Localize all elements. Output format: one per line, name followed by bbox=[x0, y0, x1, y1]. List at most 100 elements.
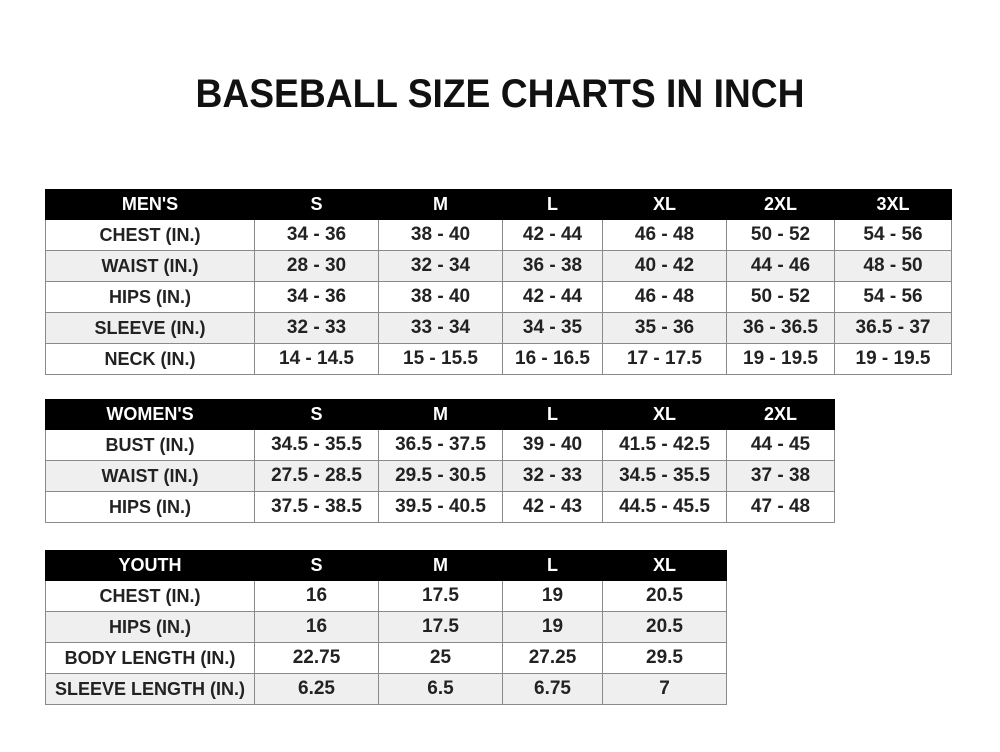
size-value: 38 - 40 bbox=[378, 281, 503, 313]
size-value: 44 - 45 bbox=[726, 429, 835, 461]
size-value: 41.5 - 42.5 bbox=[602, 429, 727, 461]
size-value: 50 - 52 bbox=[726, 281, 835, 313]
size-value: 34.5 - 35.5 bbox=[254, 429, 379, 461]
size-value: 17.5 bbox=[378, 611, 503, 643]
size-value: 54 - 56 bbox=[834, 219, 952, 251]
size-value: 19 - 19.5 bbox=[834, 343, 952, 375]
size-header: L bbox=[502, 189, 603, 220]
measurement-label: HIPS (IN.) bbox=[45, 611, 255, 643]
size-value: 32 - 33 bbox=[254, 312, 379, 344]
category-header: MEN'S bbox=[45, 189, 255, 220]
size-value: 27.5 - 28.5 bbox=[254, 460, 379, 492]
size-value: 20.5 bbox=[602, 611, 727, 643]
size-value: 20.5 bbox=[602, 580, 727, 612]
size-value: 35 - 36 bbox=[602, 312, 727, 344]
size-value: 39.5 - 40.5 bbox=[378, 491, 503, 523]
measurement-label: NECK (IN.) bbox=[45, 343, 255, 375]
measurement-label: SLEEVE LENGTH (IN.) bbox=[45, 673, 255, 705]
measurement-label: HIPS (IN.) bbox=[45, 281, 255, 313]
table-row: CHEST (IN.) 34 - 36 38 - 40 42 - 44 46 - 48 5… bbox=[45, 219, 952, 251]
size-value: 44.5 - 45.5 bbox=[602, 491, 727, 523]
youth-size-table: YOUTH S M L XL CHEST (IN.) 16 17.5 19 20.5 HIPS (I… bbox=[45, 550, 727, 705]
measurement-label: BODY LENGTH (IN.) bbox=[45, 642, 255, 674]
size-value: 19 bbox=[502, 611, 603, 643]
size-value: 22.75 bbox=[254, 642, 379, 674]
size-value: 47 - 48 bbox=[726, 491, 835, 523]
size-header: XL bbox=[602, 189, 727, 220]
size-value: 42 - 43 bbox=[502, 491, 603, 523]
size-header: L bbox=[502, 399, 603, 430]
size-header: S bbox=[254, 399, 379, 430]
size-value: 39 - 40 bbox=[502, 429, 603, 461]
size-header: 2XL bbox=[726, 399, 835, 430]
size-value: 50 - 52 bbox=[726, 219, 835, 251]
size-value: 17.5 bbox=[378, 580, 503, 612]
size-value: 42 - 44 bbox=[502, 281, 603, 313]
size-value: 36 - 36.5 bbox=[726, 312, 835, 344]
size-value: 14 - 14.5 bbox=[254, 343, 379, 375]
size-value: 54 - 56 bbox=[834, 281, 952, 313]
measurement-label: CHEST (IN.) bbox=[45, 580, 255, 612]
table-row: BUST (IN.) 34.5 - 35.5 36.5 - 37.5 39 - 40 4… bbox=[45, 429, 835, 461]
header-row: WOMEN'S S M L XL 2XL bbox=[45, 399, 835, 430]
measurement-label: SLEEVE (IN.) bbox=[45, 312, 255, 344]
table-row: HIPS (IN.) 16 17.5 19 20.5 bbox=[45, 611, 727, 643]
size-value: 19 bbox=[502, 580, 603, 612]
size-header: 2XL bbox=[726, 189, 835, 220]
category-header: WOMEN'S bbox=[45, 399, 255, 430]
table-row: NECK (IN.) 14 - 14.5 15 - 15.5 16 - 16.5 17 … bbox=[45, 343, 952, 375]
table-row: SLEEVE (IN.) 32 - 33 33 - 34 34 - 35 35 - 36… bbox=[45, 312, 952, 344]
size-value: 6.75 bbox=[502, 673, 603, 705]
size-value: 34 - 36 bbox=[254, 281, 379, 313]
table-row: HIPS (IN.) 34 - 36 38 - 40 42 - 44 46 - 48 50… bbox=[45, 281, 952, 313]
measurement-label: WAIST (IN.) bbox=[45, 460, 255, 492]
size-value: 44 - 46 bbox=[726, 250, 835, 282]
size-value: 27.25 bbox=[502, 642, 603, 674]
size-value: 42 - 44 bbox=[502, 219, 603, 251]
size-value: 17 - 17.5 bbox=[602, 343, 727, 375]
size-value: 34.5 - 35.5 bbox=[602, 460, 727, 492]
size-header: S bbox=[254, 550, 379, 581]
header-row: MEN'S S M L XL 2XL 3XL bbox=[45, 189, 952, 220]
measurement-label: WAIST (IN.) bbox=[45, 250, 255, 282]
size-value: 19 - 19.5 bbox=[726, 343, 835, 375]
size-value: 28 - 30 bbox=[254, 250, 379, 282]
size-value: 36 - 38 bbox=[502, 250, 603, 282]
size-value: 32 - 34 bbox=[378, 250, 503, 282]
size-header: M bbox=[378, 550, 503, 581]
size-value: 16 bbox=[254, 611, 379, 643]
size-value: 48 - 50 bbox=[834, 250, 952, 282]
size-header: S bbox=[254, 189, 379, 220]
measurement-label: BUST (IN.) bbox=[45, 429, 255, 461]
size-value: 46 - 48 bbox=[602, 281, 727, 313]
table-row: HIPS (IN.) 37.5 - 38.5 39.5 - 40.5 42 - 43 4… bbox=[45, 491, 835, 523]
size-value: 29.5 bbox=[602, 642, 727, 674]
size-value: 34 - 36 bbox=[254, 219, 379, 251]
size-value: 46 - 48 bbox=[602, 219, 727, 251]
size-value: 38 - 40 bbox=[378, 219, 503, 251]
size-value: 6.25 bbox=[254, 673, 379, 705]
size-header: XL bbox=[602, 399, 727, 430]
size-value: 16 bbox=[254, 580, 379, 612]
size-value: 34 - 35 bbox=[502, 312, 603, 344]
page-title: BASEBALL SIZE CHARTS IN INCH bbox=[195, 72, 805, 116]
size-value: 36.5 - 37 bbox=[834, 312, 952, 344]
mens-size-table: MEN'S S M L XL 2XL 3XL CHEST (IN.) 34 - 36 38 - 4… bbox=[45, 189, 952, 375]
header-row: YOUTH S M L XL bbox=[45, 550, 727, 581]
size-value: 29.5 - 30.5 bbox=[378, 460, 503, 492]
table-row: CHEST (IN.) 16 17.5 19 20.5 bbox=[45, 580, 727, 612]
size-header: XL bbox=[602, 550, 727, 581]
size-header: L bbox=[502, 550, 603, 581]
size-value: 7 bbox=[602, 673, 727, 705]
size-value: 32 - 33 bbox=[502, 460, 603, 492]
table-row: WAIST (IN.) 27.5 - 28.5 29.5 - 30.5 32 - 33… bbox=[45, 460, 835, 492]
size-value: 25 bbox=[378, 642, 503, 674]
womens-size-table: WOMEN'S S M L XL 2XL BUST (IN.) 34.5 - 35.5 36.5… bbox=[45, 399, 835, 523]
measurement-label: HIPS (IN.) bbox=[45, 491, 255, 523]
table-row: WAIST (IN.) 28 - 30 32 - 34 36 - 38 40 - 42 4… bbox=[45, 250, 952, 282]
size-value: 16 - 16.5 bbox=[502, 343, 603, 375]
size-value: 40 - 42 bbox=[602, 250, 727, 282]
table-row: SLEEVE LENGTH (IN.) 6.25 6.5 6.75 7 bbox=[45, 673, 727, 705]
size-value: 15 - 15.5 bbox=[378, 343, 503, 375]
size-value: 33 - 34 bbox=[378, 312, 503, 344]
